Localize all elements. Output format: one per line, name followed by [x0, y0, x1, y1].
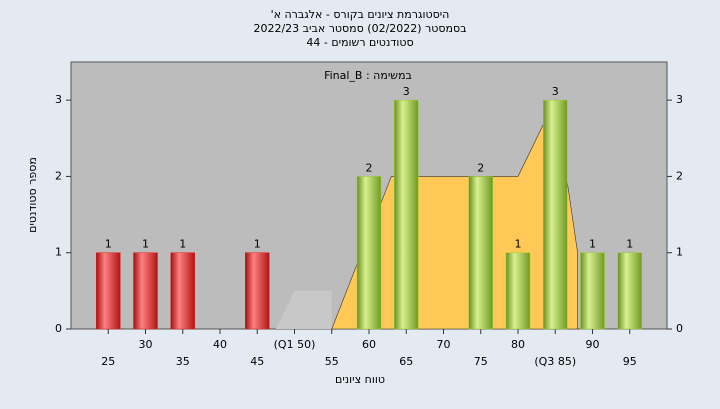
- chart-subtitle: בסמסטר (02/2022) סמסטר אביב 2022/23: [253, 22, 466, 35]
- data-label: 2: [477, 161, 484, 174]
- y2-tick-label: 3: [676, 93, 683, 106]
- x-tick-label: 70: [437, 338, 451, 351]
- x-axis-title: טווח ציונים: [335, 373, 385, 386]
- x-tick-label: 25: [101, 355, 115, 368]
- x-tick-label: 95: [623, 355, 637, 368]
- data-label: 1: [626, 238, 633, 251]
- data-label: 1: [515, 238, 522, 251]
- x-tick-label: 45: [250, 355, 264, 368]
- x-tick-label: 40: [213, 338, 227, 351]
- y2-tick-label: 0: [676, 322, 683, 335]
- x-tick-label: 55: [325, 355, 339, 368]
- bar: [505, 252, 531, 330]
- x-tick-label: (Q3 85): [534, 355, 576, 368]
- data-label: 3: [552, 85, 559, 98]
- data-label: 2: [366, 161, 373, 174]
- data-label: 3: [403, 85, 410, 98]
- chart-title: היסטוגרמת ציונים בקורס - אלגברה א': [271, 8, 450, 21]
- data-label: 1: [179, 238, 186, 251]
- x-tick-label: 65: [399, 355, 413, 368]
- bar: [468, 176, 493, 330]
- bar: [96, 252, 121, 330]
- annotation: Final_B : במשימה: [324, 69, 412, 82]
- bar: [394, 99, 419, 330]
- data-label: 1: [142, 238, 149, 251]
- bar: [356, 176, 382, 330]
- y-tick-label: 0: [55, 322, 62, 335]
- bar: [543, 99, 568, 330]
- data-label: 1: [105, 238, 112, 251]
- y-tick-label: 1: [55, 246, 62, 259]
- bar: [245, 252, 270, 330]
- y2-tick-label: 2: [676, 169, 683, 182]
- x-tick-label: 35: [176, 355, 190, 368]
- y2-tick-label: 1: [676, 246, 683, 259]
- area: [275, 290, 332, 329]
- y-tick-label: 2: [55, 169, 62, 182]
- bar: [133, 252, 158, 330]
- bar: [170, 252, 195, 330]
- x-tick-label: 80: [511, 338, 525, 351]
- x-tick-label: 30: [139, 338, 153, 351]
- y-axis-title: מספר סטודנטים: [26, 157, 39, 233]
- x-tick-label: 75: [474, 355, 488, 368]
- y-tick-label: 3: [55, 93, 62, 106]
- bar: [580, 252, 605, 330]
- chart-subtitle: סטודנטים רשומים - 44: [306, 36, 413, 49]
- bar: [617, 252, 642, 330]
- x-tick-label: 60: [362, 338, 376, 351]
- data-label: 1: [254, 238, 261, 251]
- data-label: 1: [589, 238, 596, 251]
- x-tick-label: (Q1 50): [274, 338, 316, 351]
- x-tick-label: 90: [586, 338, 600, 351]
